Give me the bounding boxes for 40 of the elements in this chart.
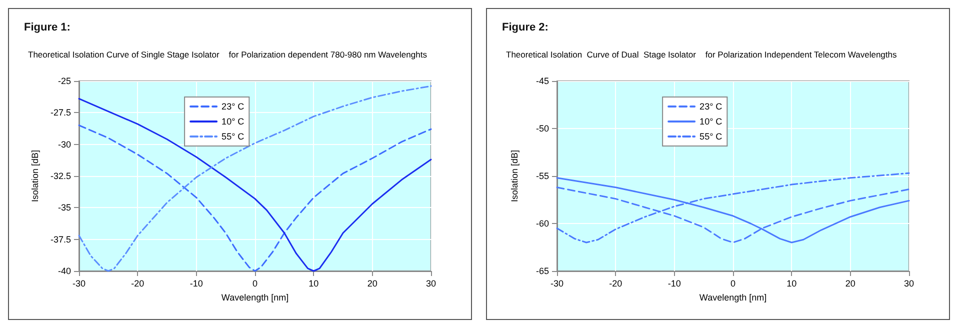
y-tick-label: -60 [536, 218, 549, 228]
y-axis-title: Isolation [dB] [510, 150, 520, 202]
y-tick-label: -27.5 [50, 108, 71, 118]
chart-subtitle: Theoretical Isolation Curve of Single Stage Isolator for Polarization dependent 780-980 nm Wavelenghts [28, 50, 427, 60]
legend-label: 10° C [222, 116, 245, 126]
chart-title: Figure 1: [24, 22, 70, 34]
x-tick-label: -20 [609, 278, 622, 288]
y-tick-label: -30 [58, 139, 71, 150]
legend-label: 23° C [700, 102, 723, 112]
y-tick-label: -50 [536, 124, 549, 134]
x-axis-title: Wavelength [nm] [221, 292, 289, 302]
y-tick-label: -55 [536, 171, 549, 181]
x-tick-label: -20 [131, 278, 144, 288]
chart-title: Figure 2: [502, 22, 548, 34]
legend-label: 55° C [700, 132, 723, 142]
y-tick-label: -32.5 [50, 171, 71, 181]
x-tick-label: -30 [550, 278, 564, 288]
x-tick-label: 20 [367, 278, 378, 288]
y-tick-label: -45 [536, 76, 549, 86]
x-tick-label: -30 [72, 278, 86, 288]
x-axis-title: Wavelength [nm] [699, 292, 767, 302]
x-tick-label: 0 [252, 278, 258, 288]
chart-subtitle: Theoretical Isolation Curve of Dual Stage Isolator for Polarization Independent Telecom Wavelengths [506, 50, 897, 60]
legend-label: 10° C [700, 116, 723, 126]
y-tick-label: -40 [58, 266, 71, 276]
x-tick-label: 10 [308, 278, 319, 288]
x-tick-label: 20 [845, 278, 856, 288]
x-tick-label: 30 [904, 278, 914, 288]
y-axis-title: Isolation [dB] [30, 150, 40, 202]
x-tick-label: 30 [426, 278, 436, 288]
legend-label: 23° C [222, 102, 245, 112]
y-tick-label: -25 [58, 76, 71, 86]
x-tick-label: -10 [190, 278, 203, 288]
y-tick-label: -65 [536, 266, 549, 276]
legend-label: 55° C [222, 132, 245, 142]
x-tick-label: -10 [668, 278, 681, 288]
y-tick-label: -35 [58, 202, 71, 213]
x-tick-label: 10 [786, 278, 797, 288]
y-tick-label: -37.5 [50, 234, 71, 244]
x-tick-label: 0 [730, 278, 736, 288]
